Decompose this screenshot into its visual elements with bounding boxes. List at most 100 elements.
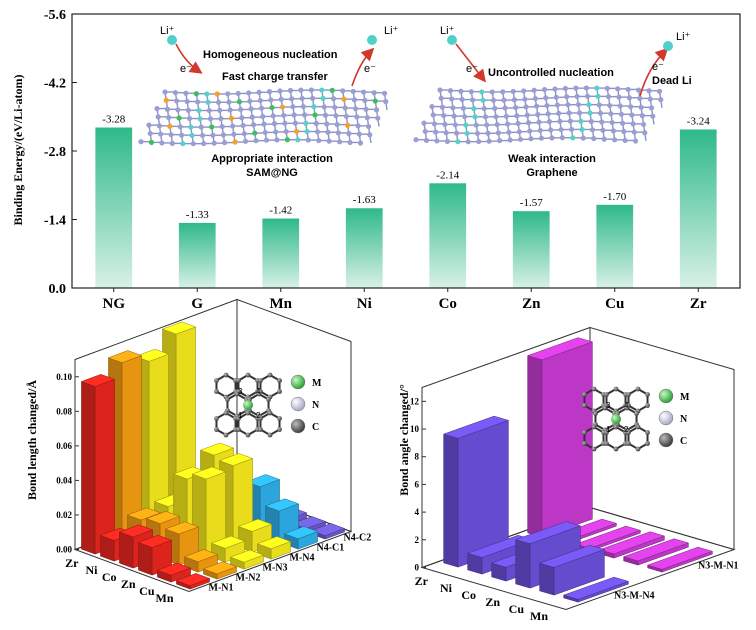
lattice-atom (587, 110, 593, 116)
bar-face-top (164, 521, 200, 535)
bar-face-side (94, 379, 115, 555)
lattice-atom (193, 91, 199, 97)
lattice-atom (283, 128, 289, 135)
lattice-atom (492, 105, 498, 111)
lattice-atom (167, 123, 173, 129)
lattice-atom (248, 106, 254, 112)
lattice-atom (312, 112, 318, 118)
carbon-atom (236, 416, 241, 421)
carbon-atom (245, 410, 251, 416)
lattice-atom (622, 137, 628, 144)
lattice-atom (631, 129, 637, 135)
lattice-atom (625, 86, 631, 93)
lattice-atom (600, 127, 606, 133)
legend-n-label: N (312, 400, 320, 411)
carbon-atom (604, 392, 609, 397)
lattice-atom (556, 110, 562, 116)
lattice-atom (575, 101, 581, 108)
lattice-atom (183, 90, 189, 96)
lattice-atom (284, 137, 290, 143)
carbon-atom (634, 411, 639, 416)
lattice-atom (517, 136, 524, 142)
bar-cu-n3-m-n1 (622, 538, 690, 566)
bar-mn-m-n2 (202, 561, 238, 580)
nucleation-arrow-icon (175, 43, 203, 74)
lattice-atom (148, 139, 155, 145)
lattice-atom (482, 114, 489, 120)
bar-face-top (202, 561, 238, 575)
li-ion-label-4: Li⁺ (676, 31, 691, 43)
bond-label-m-n4: M-N4 (290, 553, 315, 564)
lattice-atom (450, 105, 456, 111)
lattice-atom (580, 135, 586, 141)
carbon-atom (277, 389, 282, 394)
z-tick-label: 0.10 (56, 372, 72, 382)
carbon-atom (613, 386, 619, 392)
li-ion-label-2: Li⁺ (384, 25, 399, 37)
carbon-atom (214, 389, 219, 394)
lattice-atom (162, 89, 168, 95)
lattice-atom (256, 89, 262, 95)
lattice-atom (373, 107, 380, 113)
lattice-atom (604, 85, 610, 91)
z-tick-label: 10 (410, 424, 420, 434)
bar-face-top (514, 521, 582, 545)
lattice-atom (194, 99, 201, 105)
lattice-atom (601, 136, 607, 142)
lattice-atom (449, 96, 455, 102)
hex-ring (627, 425, 649, 451)
bar-face-front (119, 531, 134, 569)
lattice-atom (362, 97, 368, 103)
bar-face-top (118, 524, 154, 538)
bar-zr-m-n1 (80, 374, 116, 555)
lattice-atom (472, 114, 478, 120)
lattice-atom (361, 89, 367, 95)
bar-zr-n3-m-n4 (442, 415, 510, 568)
lattice-atom (249, 114, 255, 120)
z-tick-label: 0 (415, 563, 420, 573)
inset-atom-number: 2 (256, 411, 261, 420)
lattice-atom (168, 132, 174, 138)
z-tick-label: 0.04 (56, 475, 72, 485)
bar-cu-m-n1 (156, 562, 192, 583)
lattice-atom (196, 107, 202, 114)
lattice-atom (521, 88, 527, 94)
lattice-atom (437, 87, 443, 93)
lattice-atom (274, 137, 280, 143)
bar-mn-n3-m-n4 (562, 576, 630, 603)
bar-face-top (137, 534, 173, 548)
bar-face-top (622, 538, 690, 562)
lattice-atom (438, 95, 444, 101)
lattice-atom (337, 139, 343, 145)
lattice-atom (621, 128, 627, 135)
carbon-atom (593, 411, 598, 416)
lattice-atom (650, 113, 656, 119)
lattice-atom (159, 140, 165, 146)
bar-face-top (256, 536, 292, 550)
lattice-atom (535, 111, 541, 118)
lattice-atom (260, 113, 266, 120)
sam-ng-label: SAM@NG (246, 167, 298, 179)
lattice-atom (648, 105, 655, 111)
lattice-atom (443, 130, 449, 136)
uncontrolled-arrow-icon (455, 43, 486, 83)
lattice-atom (252, 130, 258, 136)
x-tick-label-cu: Cu (605, 296, 624, 312)
bar-mn-m-n1 (175, 573, 211, 590)
lattice-atom (586, 102, 592, 108)
lattice-atom (356, 131, 362, 137)
lattice-atom (326, 138, 332, 144)
value-label-zn: -1.57 (520, 197, 543, 209)
lattice-atom (257, 97, 263, 104)
lattice-atom (313, 120, 319, 127)
lattice-atom (351, 97, 358, 103)
lattice-atom (154, 105, 160, 112)
metal-label-zr: Zr (415, 574, 429, 588)
carbon-atom (624, 405, 630, 411)
bar-face-top (218, 453, 254, 466)
x-tick-label-co: Co (439, 296, 457, 312)
lattice-atom (591, 135, 597, 142)
lattice-atom (421, 120, 427, 126)
lattice-atom (546, 119, 553, 125)
